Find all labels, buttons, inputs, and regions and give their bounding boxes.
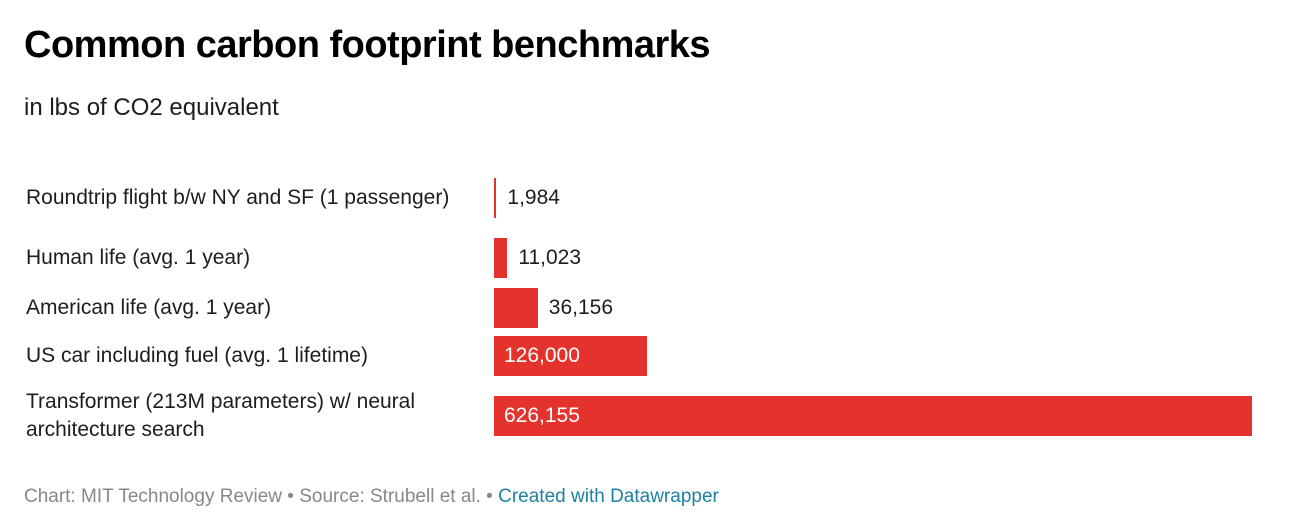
value-label: 11,023 — [518, 246, 582, 269]
category-label: Roundtrip flight b/w NY and SF (1 passen… — [26, 186, 450, 209]
chart-footer: Chart: MIT Technology Review • Source: S… — [24, 486, 719, 508]
value-label: 626,155 — [504, 404, 580, 427]
bar — [494, 238, 508, 278]
value-label: 36,156 — [548, 296, 613, 319]
category-label: American life (avg. 1 year) — [26, 296, 272, 319]
category-label: US car including fuel (avg. 1 lifetime) — [26, 344, 368, 367]
chart-source: Source: Strubell et al. — [299, 486, 481, 507]
datawrapper-link[interactable]: Created with Datawrapper — [498, 486, 719, 507]
bar — [494, 336, 647, 376]
chart-title: Common carbon footprint benchmarks — [24, 24, 711, 66]
footer-separator: • — [480, 486, 499, 507]
chart-credit: Chart: MIT Technology Review — [24, 486, 283, 507]
bar — [494, 396, 1252, 436]
bar — [494, 288, 538, 328]
value-label: 1,984 — [507, 186, 560, 209]
bar-chart: Roundtrip flight b/w NY and SF (1 passen… — [0, 160, 1294, 450]
chart-subtitle: in lbs of CO2 equivalent — [24, 94, 279, 121]
footer-separator: • — [282, 486, 300, 507]
category-label: Human life (avg. 1 year) — [26, 246, 251, 269]
value-label: 126,000 — [504, 344, 580, 367]
bar — [494, 178, 497, 218]
category-label: Transformer (213M parameters) w/ neural … — [26, 390, 416, 441]
